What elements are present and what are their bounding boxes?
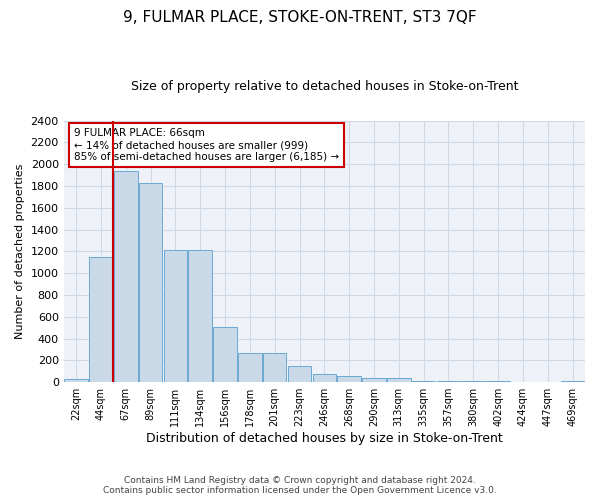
Bar bbox=[362, 378, 386, 382]
Bar bbox=[412, 380, 436, 382]
X-axis label: Distribution of detached houses by size in Stoke-on-Trent: Distribution of detached houses by size … bbox=[146, 432, 503, 445]
Bar bbox=[89, 257, 113, 382]
Bar bbox=[64, 380, 88, 382]
Bar bbox=[164, 250, 187, 382]
Bar bbox=[387, 378, 410, 382]
Bar bbox=[188, 250, 212, 382]
Bar bbox=[288, 366, 311, 382]
Title: Size of property relative to detached houses in Stoke-on-Trent: Size of property relative to detached ho… bbox=[131, 80, 518, 93]
Text: 9 FULMAR PLACE: 66sqm
← 14% of detached houses are smaller (999)
85% of semi-det: 9 FULMAR PLACE: 66sqm ← 14% of detached … bbox=[74, 128, 339, 162]
Text: Contains HM Land Registry data © Crown copyright and database right 2024.
Contai: Contains HM Land Registry data © Crown c… bbox=[103, 476, 497, 495]
Bar bbox=[238, 354, 262, 382]
Bar bbox=[263, 354, 286, 382]
Bar bbox=[213, 326, 237, 382]
Bar bbox=[139, 182, 163, 382]
Bar bbox=[437, 380, 460, 382]
Text: 9, FULMAR PLACE, STOKE-ON-TRENT, ST3 7QF: 9, FULMAR PLACE, STOKE-ON-TRENT, ST3 7QF bbox=[123, 10, 477, 25]
Bar bbox=[487, 381, 510, 382]
Bar bbox=[561, 380, 584, 382]
Bar bbox=[337, 376, 361, 382]
Bar bbox=[313, 374, 336, 382]
Y-axis label: Number of detached properties: Number of detached properties bbox=[15, 164, 25, 339]
Bar bbox=[461, 381, 485, 382]
Bar bbox=[114, 170, 137, 382]
